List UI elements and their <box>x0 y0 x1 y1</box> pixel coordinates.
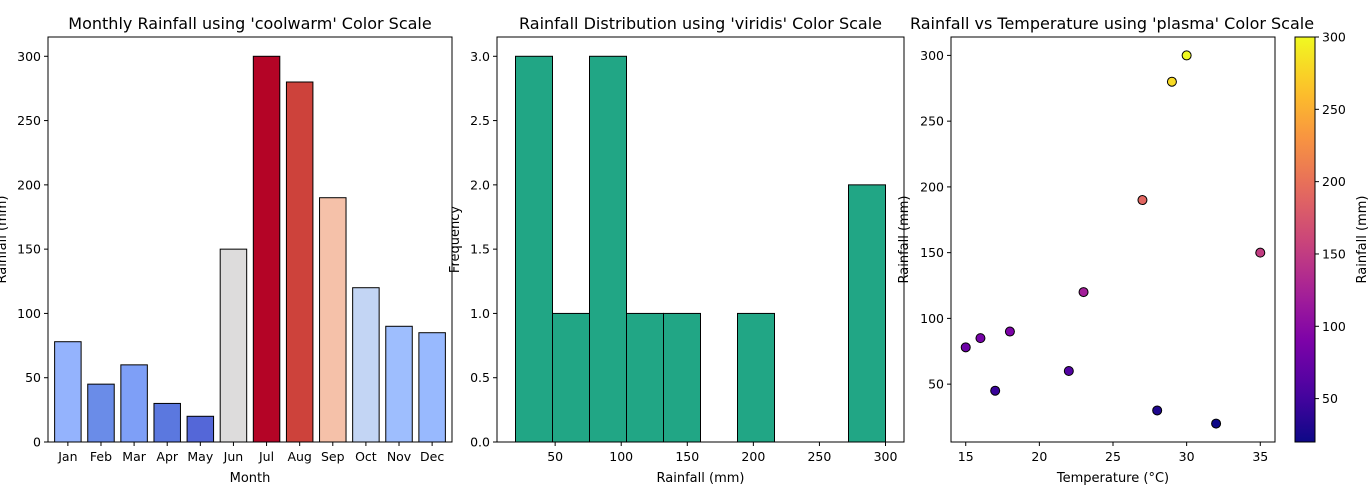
x-tick-label: Jun <box>223 449 244 464</box>
x-tick-label: Nov <box>387 449 412 464</box>
y-tick-label: 300 <box>17 49 41 64</box>
y-tick-label: 300 <box>920 48 944 63</box>
x-tick-label: Jul <box>258 449 274 464</box>
colorbar-tick-label: 100 <box>1322 319 1346 334</box>
x-tick-label: 50 <box>547 449 563 464</box>
bar-mar <box>120 364 148 443</box>
bar-plot-frame <box>47 36 453 443</box>
bar-x-axis-label: Month <box>230 471 271 486</box>
x-tick-label: 30 <box>1179 449 1195 464</box>
scatter-point <box>1255 247 1266 258</box>
scatter-point <box>1004 326 1015 337</box>
x-tick-label: 100 <box>609 449 633 464</box>
scatter-y-axis-label: Rainfall (mm) <box>897 196 912 284</box>
x-tick-label: Apr <box>156 449 178 464</box>
y-tick-label: 100 <box>920 311 944 326</box>
histogram-bin <box>552 312 590 443</box>
histogram-x-axis-label: Rainfall (mm) <box>657 471 745 486</box>
bar-jul <box>252 55 281 443</box>
histogram-bin <box>848 184 886 443</box>
y-tick-label: 50 <box>928 377 944 392</box>
y-tick-label: 0.5 <box>470 370 490 385</box>
colorbar-tick-label: 150 <box>1322 246 1346 261</box>
scatter-title: Rainfall vs Temperature using 'plasma' C… <box>910 14 1314 33</box>
bar-feb <box>87 383 115 443</box>
colorbar-label: Rainfall (mm) <box>1355 196 1370 284</box>
bar-y-axis-label: Rainfall (mm) <box>0 196 10 284</box>
scatter-point <box>1078 287 1089 298</box>
y-tick-label: 250 <box>17 113 41 128</box>
y-tick-label: 50 <box>25 370 41 385</box>
y-tick-label: 0 <box>33 435 41 450</box>
y-tick-label: 200 <box>920 179 944 194</box>
colorbar <box>1294 36 1316 443</box>
bar-jan <box>54 341 82 443</box>
bar-nov <box>385 325 413 443</box>
y-tick-label: 200 <box>17 177 41 192</box>
x-tick-label: 25 <box>1105 449 1121 464</box>
histogram-plot-frame <box>496 36 905 443</box>
histogram-bin <box>626 312 664 443</box>
x-tick-label: Sep <box>321 449 345 464</box>
histogram-y-axis-label: Frequency <box>448 206 463 273</box>
x-tick-label: 200 <box>741 449 765 464</box>
y-tick-label: 2.0 <box>470 177 490 192</box>
y-tick-label: 3.0 <box>470 49 490 64</box>
x-tick-label: 20 <box>1031 449 1047 464</box>
y-tick-label: 1.0 <box>470 306 490 321</box>
y-tick-label: 0.0 <box>470 435 490 450</box>
y-tick-label: 1.5 <box>470 242 490 257</box>
bar-aug <box>285 81 314 443</box>
bar-sep <box>319 197 347 443</box>
scatter-point <box>975 333 986 344</box>
histogram-bin <box>589 55 627 443</box>
x-tick-label: May <box>187 449 213 464</box>
y-tick-label: 100 <box>17 306 41 321</box>
scatter-point <box>1181 50 1192 61</box>
x-tick-label: Feb <box>90 449 112 464</box>
scatter-point <box>1166 76 1177 87</box>
y-tick-label: 150 <box>17 242 41 257</box>
bar-chart-title: Monthly Rainfall using 'coolwarm' Color … <box>68 14 431 33</box>
x-tick-label: Jan <box>57 449 77 464</box>
x-tick-label: Mar <box>122 449 146 464</box>
colorbar-tick-label: 200 <box>1322 174 1346 189</box>
scatter-plot-frame <box>950 36 1276 443</box>
scatter-x-axis-label: Temperature (°C) <box>1056 471 1169 486</box>
colorbar-tick-label: 50 <box>1322 391 1338 406</box>
histogram-bin <box>515 55 553 443</box>
x-tick-label: 35 <box>1252 449 1268 464</box>
x-tick-label: Oct <box>355 449 377 464</box>
x-tick-label: 300 <box>874 449 898 464</box>
y-tick-label: 2.5 <box>470 113 490 128</box>
bar-may <box>186 415 215 443</box>
x-tick-label: Dec <box>420 449 444 464</box>
histogram-bin <box>737 312 775 443</box>
scatter-point <box>1211 418 1222 429</box>
x-tick-label: 150 <box>675 449 699 464</box>
bar-oct <box>352 287 380 443</box>
colorbar-tick-label: 250 <box>1322 102 1346 117</box>
scatter-point <box>960 342 971 353</box>
scatter-point <box>990 385 1001 396</box>
histogram-title: Rainfall Distribution using 'viridis' Co… <box>519 14 882 33</box>
scatter-point <box>1137 195 1148 206</box>
x-tick-label: Aug <box>287 449 311 464</box>
y-tick-label: 150 <box>920 245 944 260</box>
histogram-bin <box>663 312 701 443</box>
y-tick-label: 250 <box>920 114 944 129</box>
colorbar-tick-label: 300 <box>1322 30 1346 45</box>
x-tick-label: 15 <box>958 449 974 464</box>
bar-jun <box>219 248 248 443</box>
x-tick-label: 250 <box>807 449 831 464</box>
bar-apr <box>153 402 181 443</box>
bar-dec <box>418 332 446 443</box>
scatter-point <box>1152 405 1163 416</box>
scatter-point <box>1063 365 1074 376</box>
